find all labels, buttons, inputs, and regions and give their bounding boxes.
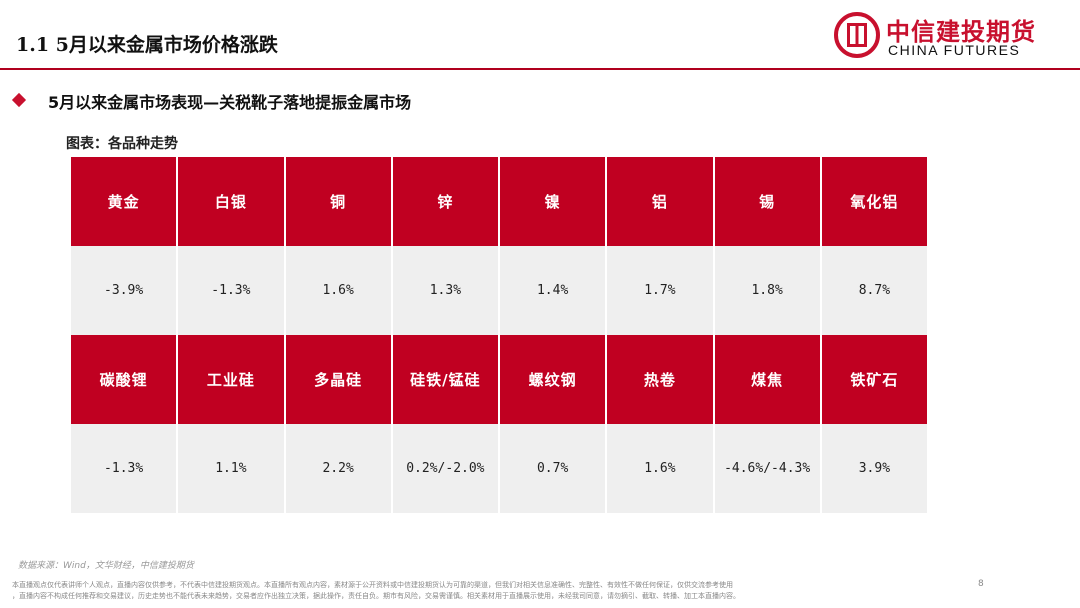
metal-name-cell: 铝 [607,157,713,246]
change-value-cell: 1.3% [392,246,498,335]
metal-name-cell: 氧化铝 [821,157,927,246]
change-value-cell: 1.8% [714,246,820,335]
change-value-cell: 1.6% [607,424,713,513]
metal-name-cell: 煤焦 [714,335,820,424]
table-row-header-1: 黄金 白银 铜 锌 镍 铝 锡 氧化铝 [71,157,927,246]
metal-name-cell: 螺纹钢 [500,335,606,424]
metal-name-cell: 工业硅 [178,335,284,424]
metal-name-cell: 锡 [714,157,820,246]
metal-name-cell: 黄金 [71,157,177,246]
change-value-cell: 1.6% [285,246,391,335]
change-value-cell: -3.9% [71,246,177,335]
change-value-cell: 0.2%/-2.0% [392,424,498,513]
table-row-values-1: -3.9% -1.3% 1.6% 1.3% 1.4% 1.7% 1.8% 8.7… [71,246,927,335]
change-value-cell: -1.3% [178,246,284,335]
change-value-cell: 3.9% [821,424,927,513]
change-value-cell: 1.1% [178,424,284,513]
metal-name-cell: 锌 [392,157,498,246]
disclaimer-text: 本直播观点仅代表讲师个人观点，直播内容仅供参考，不代表中信建投期货观点。本直播所… [12,580,1012,602]
metal-name-cell: 镍 [500,157,606,246]
metals-performance-table: 黄金 白银 铜 锌 镍 铝 锡 氧化铝 -3.9% -1.3% 1.6% 1.3… [69,157,929,513]
metal-name-cell: 碳酸锂 [71,335,177,424]
change-value-cell: -4.6%/-4.3% [714,424,820,513]
company-logo: 中信建投期货 CHINA FUTURES [834,10,1074,62]
metal-name-cell: 铜 [285,157,391,246]
table-row-values-2: -1.3% 1.1% 2.2% 0.2%/-2.0% 0.7% 1.6% -4.… [71,424,927,513]
change-value-cell: -1.3% [71,424,177,513]
subheading-text: 5月以来金属市场表现—关税靴子落地提振金属市场 [48,93,412,112]
diamond-bullet-icon [11,92,27,108]
citic-logo-icon [834,12,880,58]
logo-english-name: CHINA FUTURES [888,42,1021,58]
metal-name-cell: 硅铁/锰硅 [392,335,498,424]
metal-name-cell: 热卷 [607,335,713,424]
logo-chinese-name: 中信建投期货 [886,18,1036,46]
change-value-cell: 8.7% [821,246,927,335]
data-source-note: 数据来源：Wind，文华财经，中信建投期货 [18,561,194,571]
metal-name-cell: 铁矿石 [821,335,927,424]
slide-title: 1.1 5月以来金属市场价格涨跌 [16,34,278,56]
metal-name-cell: 多晶硅 [285,335,391,424]
table-row-header-2: 碳酸锂 工业硅 多晶硅 硅铁/锰硅 螺纹钢 热卷 煤焦 铁矿石 [71,335,927,424]
header-divider [0,68,1080,70]
change-value-cell: 2.2% [285,424,391,513]
page-number: 8 [978,579,984,589]
disclaimer-line-2: ，直播内容不构成任何推荐和交易建议，历史走势也不能代表未来趋势，交易者应作出独立… [12,592,740,600]
change-value-cell: 1.7% [607,246,713,335]
disclaimer-line-1: 本直播观点仅代表讲师个人观点，直播内容仅供参考，不代表中信建投期货观点。本直播所… [12,581,733,589]
metal-name-cell: 白银 [178,157,284,246]
change-value-cell: 1.4% [500,246,606,335]
table-caption: 图表：各品种走势 [66,136,178,152]
change-value-cell: 0.7% [500,424,606,513]
